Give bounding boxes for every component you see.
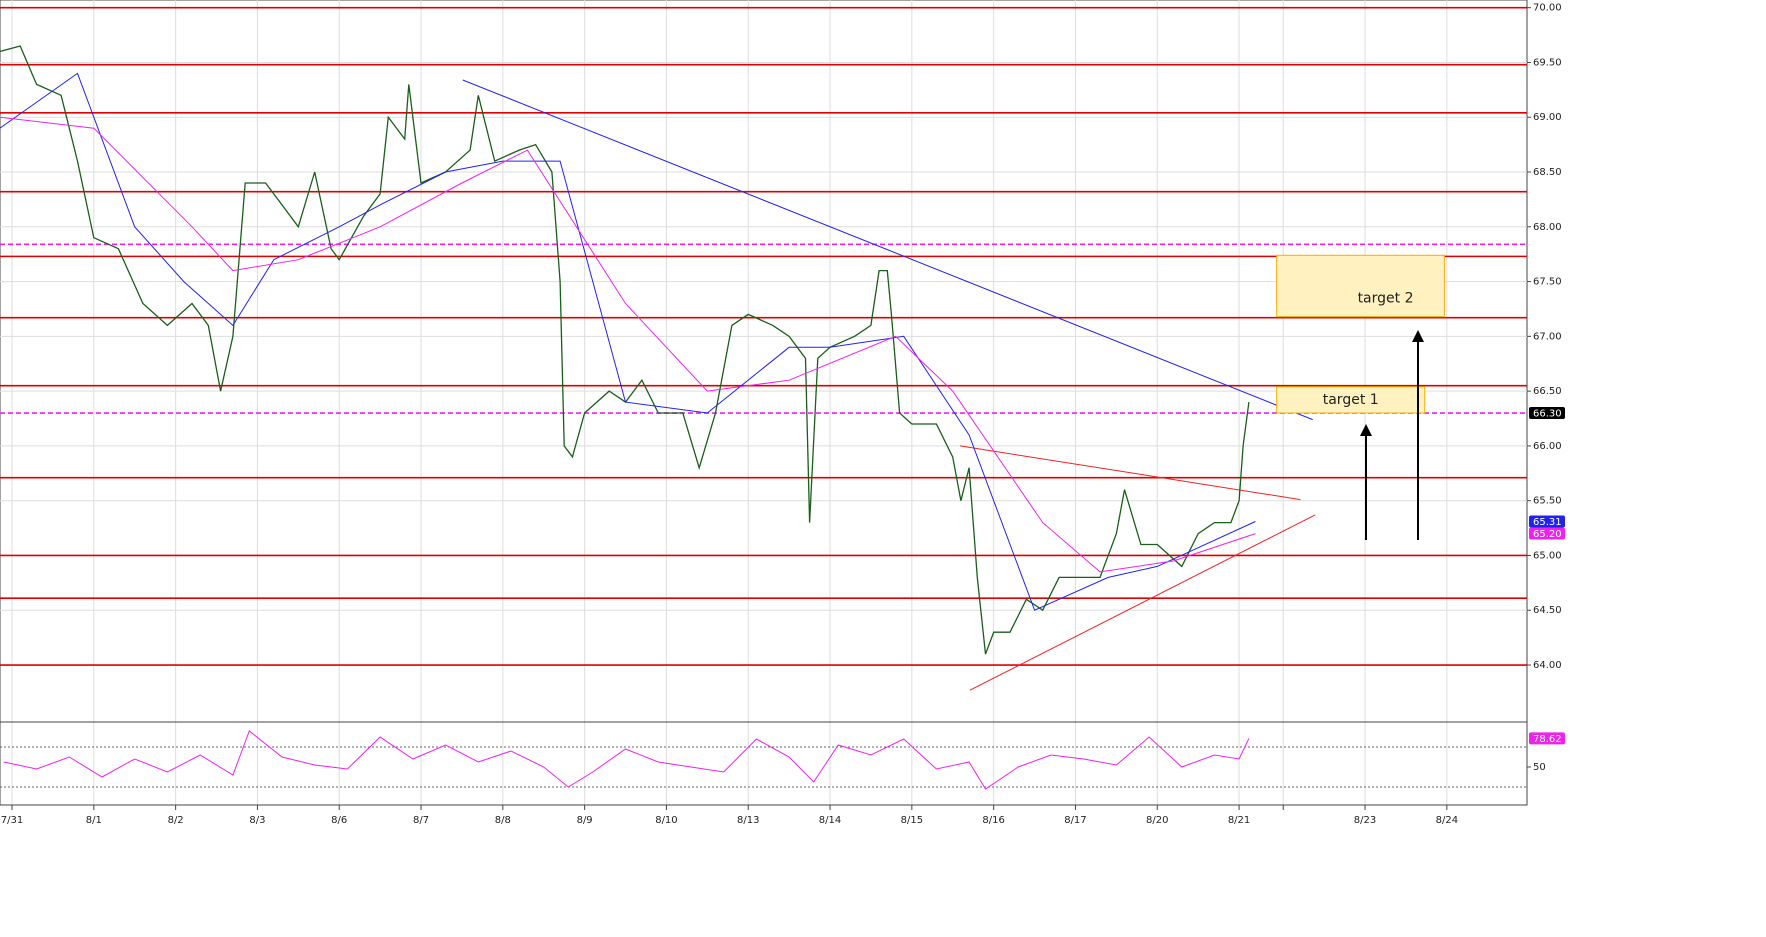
price-tag-label: 65.20 [1533, 529, 1562, 540]
x-tick-label: 8/7 [413, 815, 429, 826]
x-tick-label: 8/1 [86, 815, 102, 826]
target-box [1276, 386, 1426, 414]
price-tag [1529, 515, 1565, 528]
arrow-head [1360, 424, 1372, 436]
x-tick-label: 8/3 [249, 815, 265, 826]
pane-frame [0, 721, 1528, 806]
x-tick-label: 8/6 [331, 815, 347, 826]
trendline [969, 514, 1316, 691]
price-tag-label: 66.30 [1533, 409, 1562, 420]
target-box [1276, 254, 1445, 318]
x-tick-label: 8/23 [1354, 815, 1376, 826]
x-tick-label: 8/14 [819, 815, 841, 826]
y-tick-label: 67.00 [1533, 331, 1562, 342]
x-tick-label: 8/2 [168, 815, 184, 826]
series-line [3, 730, 1250, 790]
price-tag [1529, 732, 1565, 745]
y-tick-label: 64.00 [1533, 660, 1562, 671]
y-tick-label: 69.50 [1533, 57, 1562, 68]
y-tick-label: 70.00 [1533, 3, 1562, 14]
arrow-head [1412, 330, 1424, 342]
target-label: target 2 [1358, 291, 1414, 307]
target-label: target 1 [1323, 392, 1379, 408]
price-tag [1529, 407, 1565, 420]
series-line [0, 72, 1256, 611]
x-tick-label: 8/10 [655, 815, 677, 826]
x-tick-label: 8/13 [737, 815, 759, 826]
series-line [0, 45, 1250, 655]
y-tick-label: 65.50 [1533, 496, 1562, 507]
y-tick-label: 68.50 [1533, 167, 1562, 178]
x-tick-label: 8/24 [1436, 815, 1458, 826]
x-tick-label: 8/8 [495, 815, 511, 826]
trendline [960, 445, 1301, 501]
y-tick-label: 65.00 [1533, 550, 1562, 561]
series-line [0, 116, 1256, 573]
x-tick-label: 8/15 [901, 815, 923, 826]
price-tag-label: 78.62 [1533, 734, 1562, 745]
trendline [462, 79, 1313, 421]
price-tag [1529, 527, 1565, 540]
y-tick-label: 50 [1533, 762, 1546, 773]
y-tick-label: 67.50 [1533, 277, 1562, 288]
y-tick-label: 68.00 [1533, 222, 1562, 233]
x-tick-label: 8/16 [982, 815, 1004, 826]
x-tick-label: 8/9 [577, 815, 593, 826]
arrows [1360, 330, 1424, 540]
y-tick-label: 66.50 [1533, 386, 1562, 397]
x-tick-label: 7/31 [1, 815, 23, 826]
price-tag-label: 65.31 [1533, 517, 1562, 528]
x-tick-label: 8/20 [1146, 815, 1168, 826]
x-tick-label: 8/17 [1064, 815, 1086, 826]
y-tick-label: 64.50 [1533, 605, 1562, 616]
y-tick-label: 66.00 [1533, 441, 1562, 452]
y-tick-label: 69.00 [1533, 112, 1562, 123]
x-tick-label: 8/21 [1228, 815, 1250, 826]
